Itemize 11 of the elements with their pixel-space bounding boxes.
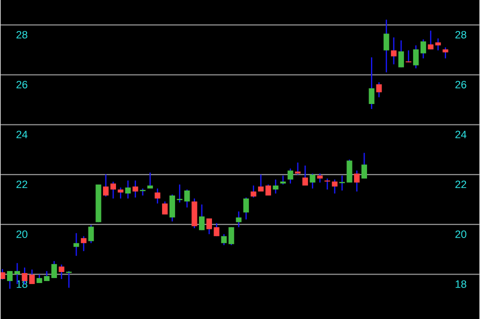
y2-tick-label: 20 [455, 230, 466, 238]
y2-tick-label: 26 [455, 80, 466, 88]
y-tick-label: 22 [16, 180, 28, 188]
y-tick-label: 26 [16, 80, 28, 88]
y2-tick-label: 22 [455, 180, 466, 188]
y-tick-label: 20 [16, 230, 28, 238]
y2-tick-label: 18 [456, 280, 466, 288]
y2-tick-label: 24 [455, 130, 466, 138]
y-tick-label: 28 [16, 30, 28, 38]
y-tick-label: 24 [16, 130, 28, 138]
y2-tick-label: 28 [455, 30, 466, 38]
